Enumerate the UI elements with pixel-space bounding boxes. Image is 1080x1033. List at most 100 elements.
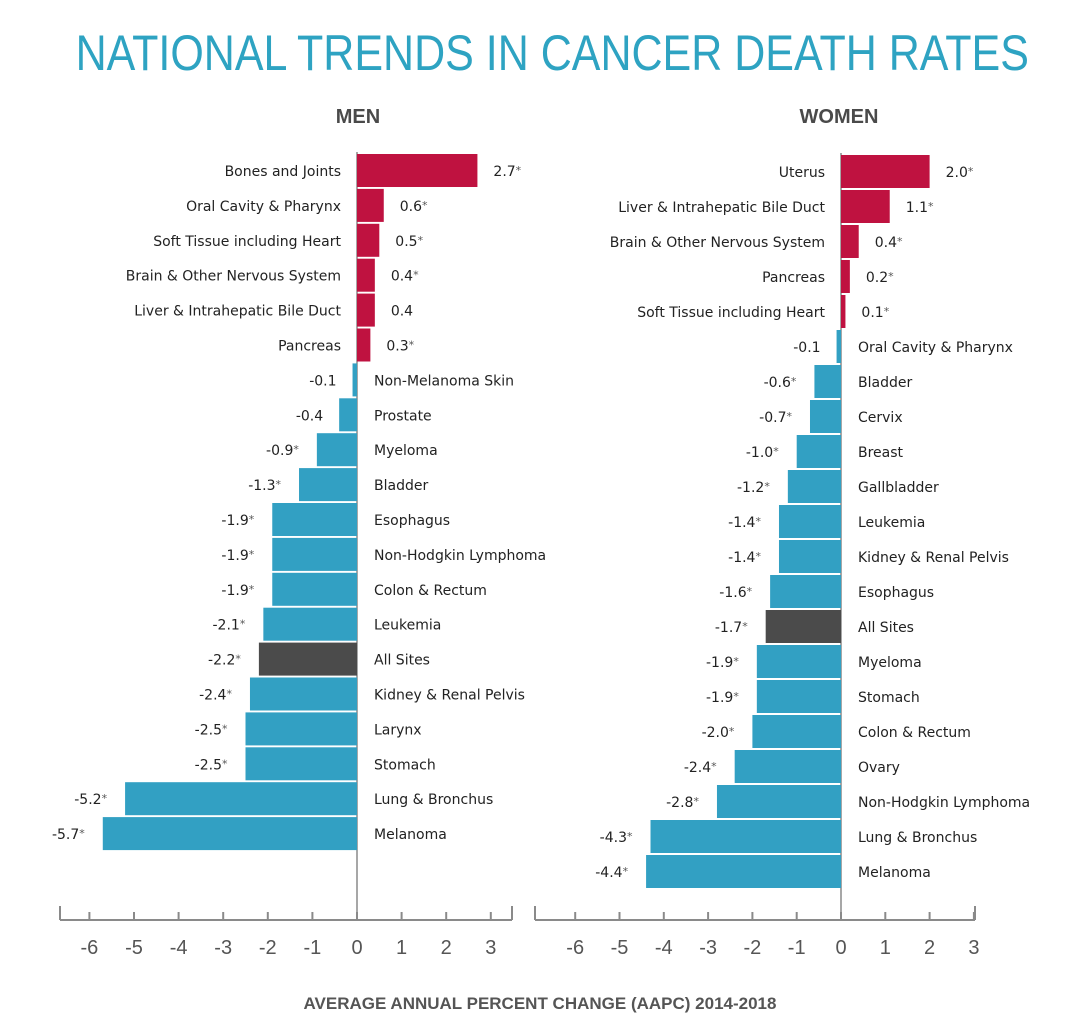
panel-title-men: MEN [335,106,381,128]
women-value-label: 0.4* [875,235,903,251]
men-bar [357,223,380,257]
women-category-label: Soft Tissue including Heart [637,305,825,321]
women-bar [787,470,841,503]
men-tick-label: -2 [259,937,277,959]
women-tick-label: -6 [566,937,584,959]
women-value-label: 2.0* [946,165,974,181]
men-tick-label: 3 [485,937,496,959]
women-category-label: Stomach [858,690,920,706]
men-value-label: -1.9* [221,513,254,529]
panel-title-women: WOMEN [799,106,879,128]
men-category-label: Prostate [374,408,432,424]
men-value-label: -2.4* [199,688,232,704]
women-value-label: -4.3* [600,830,633,846]
men-category-label: Pancreas [278,339,341,355]
women-category-label: Ovary [858,760,900,776]
women-category-label: Non-Hodgkin Lymphoma [858,795,1030,811]
women-bar [734,750,841,783]
men-value-label: -5.2* [74,792,107,808]
men-bar [339,398,357,432]
men-bar [352,363,357,397]
men-bar [272,537,357,571]
men-value-label: 0.4* [391,269,419,285]
women-value-label: -1.9* [706,690,739,706]
women-category-label: Colon & Rectum [858,725,971,741]
men-value-label: 0.5* [395,234,423,250]
men-bar [316,433,357,467]
men-category-label: Non-Melanoma Skin [374,373,514,389]
men-tick-label: -1 [304,937,322,959]
women-value-label: -1.7* [715,620,748,636]
women-value-label: -4.4* [595,865,628,881]
men-category-label: Larynx [374,722,422,738]
women-category-label: Kidney & Renal Pelvis [858,550,1009,566]
women-value-label: -1.0* [746,445,779,461]
men-category-label: Kidney & Renal Pelvis [374,688,525,704]
men-bar [357,154,478,187]
men-value-label: -0.1 [309,373,336,389]
women-category-label: Bladder [858,375,912,391]
men-value-label: -2.2* [208,653,241,669]
men-value-label: -2.5* [195,722,228,738]
women-bar [841,190,890,223]
women-category-label: Oral Cavity & Pharynx [858,340,1013,356]
men-category-label: Stomach [374,757,436,773]
women-bar [836,330,841,363]
women-bar [841,155,930,188]
men-value-label: 0.4 [391,304,413,320]
men-bar [125,782,357,816]
women-category-label: Pancreas [762,270,825,286]
women-value-label: -1.2* [737,480,770,496]
women-category-label: Breast [858,445,904,461]
men-tick-label: -6 [81,937,99,959]
men-category-label: Myeloma [374,443,438,459]
women-bar [770,575,841,608]
men-category-label: Melanoma [374,827,447,843]
men-value-label: -0.9* [266,443,299,459]
men-tick-label: -4 [170,937,188,959]
women-category-label: Brain & Other Nervous System [610,235,825,251]
men-category-label: Soft Tissue including Heart [153,234,341,250]
men-tick-label: 1 [396,937,407,959]
women-bar [646,855,841,888]
men-category-label: Bones and Joints [225,164,341,180]
women-category-label: Esophagus [858,585,934,601]
men-bar [102,817,357,851]
men-category-label: Bladder [374,478,428,494]
men-value-label: 0.3* [386,339,414,355]
women-category-label: Gallbladder [858,480,939,496]
women-bar [752,715,841,748]
men-category-label: Lung & Bronchus [374,792,493,808]
men-value-label: -2.5* [195,757,228,773]
women-tick-label: 2 [924,937,935,959]
men-tick-label: -3 [214,937,232,959]
women-bar [841,295,846,328]
women-bar [796,435,841,468]
women-category-label: Cervix [858,410,903,426]
women-value-label: -1.4* [728,515,761,531]
women-tick-label: 0 [835,937,846,959]
women-value-label: -0.1 [793,340,820,356]
men-bar [263,607,357,641]
women-bar [756,645,841,678]
men-category-label: Brain & Other Nervous System [126,269,341,285]
men-bar [357,258,375,292]
women-tick-label: -2 [744,937,762,959]
men-bar [272,572,357,606]
women-bar [841,260,850,293]
men-value-label: -5.7* [52,827,85,843]
women-bar [809,400,841,433]
women-bar [716,785,841,818]
men-category-label: Colon & Rectum [374,583,487,599]
men-tick-label: 2 [441,937,452,959]
women-value-label: -2.0* [702,725,735,741]
men-value-label: 2.7* [493,164,521,180]
men-bar [245,712,357,746]
men-bar [249,677,357,711]
women-bar [765,610,841,643]
men-category-label: Liver & Intrahepatic Bile Duct [134,304,341,320]
men-bar [272,503,357,536]
men-value-label: -1.3* [248,478,281,494]
women-value-label: 0.1* [861,305,889,321]
